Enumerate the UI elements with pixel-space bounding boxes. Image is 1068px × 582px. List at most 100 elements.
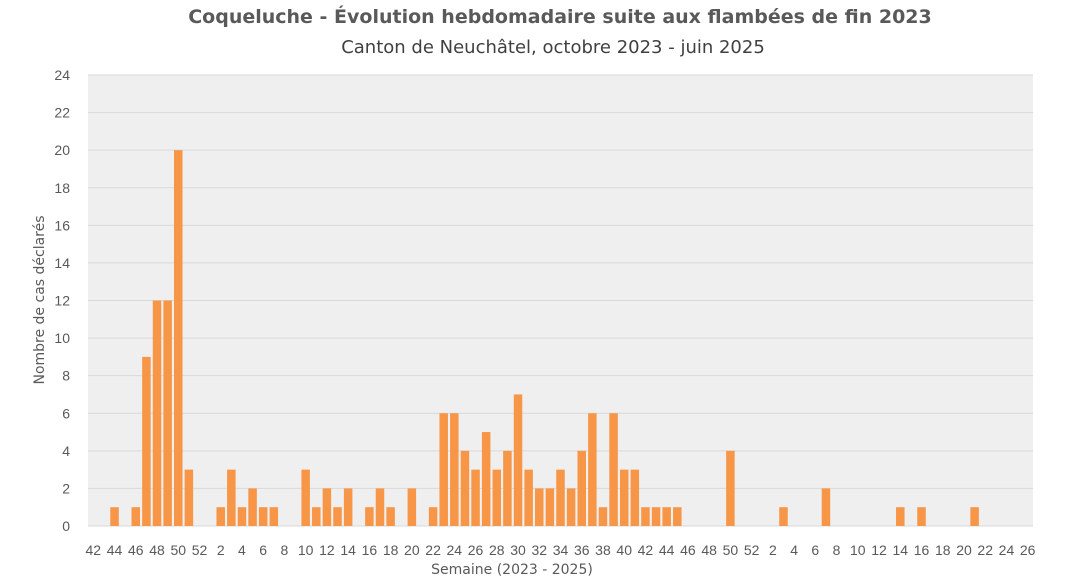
bar [917,507,926,526]
x-tick-label: 14 [892,542,908,558]
x-tick-label: 20 [404,542,420,558]
x-tick-label: 28 [489,542,505,558]
chart-title: Coqueluche - Évolution hebdomadaire suit… [188,5,932,28]
bar [556,469,565,526]
bar [598,507,608,526]
bar [333,507,342,526]
bar [821,488,831,526]
bar [535,488,544,526]
bar [227,469,236,526]
x-tick-label: 16 [362,542,378,558]
x-tick-label: 50 [170,542,186,558]
x-tick-label: 44 [107,542,123,558]
x-tick-label: 52 [192,542,208,558]
bar [110,507,119,526]
x-tick-label: 40 [616,542,632,558]
x-tick-label: 16 [914,542,930,558]
x-tick-label: 2 [769,542,777,558]
x-tick-label: 2 [217,542,225,558]
y-tick-label: 16 [54,217,70,233]
bar [343,488,353,526]
bar [258,507,268,526]
bar [609,413,618,526]
x-tick-label: 20 [956,542,972,558]
bar [481,432,491,526]
y-tick-label: 20 [54,142,70,158]
bar [375,488,385,526]
bar [301,469,310,526]
y-tick-label: 0 [62,518,70,534]
bar [439,413,448,526]
x-tick-label: 12 [319,542,335,558]
x-tick-label: 34 [553,542,569,558]
bar [641,507,650,526]
bar [365,507,374,526]
y-tick-label: 10 [54,330,70,346]
x-tick-label: 10 [298,542,314,558]
x-tick-label: 22 [977,542,993,558]
y-tick-label: 22 [54,105,70,121]
y-tick-label: 12 [54,293,70,309]
bar [269,507,279,526]
bar [428,507,438,526]
bar-series [110,150,979,526]
y-tick-label: 2 [62,480,70,496]
bar [662,507,671,526]
bar [471,469,480,526]
x-tick-label: 4 [790,542,798,558]
x-tick-label: 38 [595,542,611,558]
bar [726,450,735,526]
x-tick-label: 36 [574,542,590,558]
x-tick-label: 18 [383,542,399,558]
bar [312,507,321,526]
bar [503,450,512,526]
bar [450,413,459,526]
bar [152,300,162,526]
y-tick-label: 14 [54,255,70,271]
bar [566,488,576,526]
bar [174,150,183,526]
x-tick-label: 22 [425,542,441,558]
y-tick-label: 6 [62,405,70,421]
x-tick-label: 12 [871,542,887,558]
bar [184,469,194,526]
bar [216,507,225,526]
x-tick-label: 52 [744,542,760,558]
x-tick-label: 42 [86,542,102,558]
x-tick-label: 48 [149,542,165,558]
y-tick-label: 24 [54,67,70,83]
x-tick-label: 46 [128,542,144,558]
x-tick-label: 26 [468,542,484,558]
bar [322,488,332,526]
x-tick-label: 8 [833,542,841,558]
bar [513,394,523,526]
x-tick-label: 32 [531,542,547,558]
x-tick-label: 50 [723,542,739,558]
bar [896,507,905,526]
bar [163,300,172,526]
bar [545,488,555,526]
chart-subtitle: Canton de Neuchâtel, octobre 2023 - juin… [341,37,765,58]
bar [779,507,788,526]
bar [131,507,141,526]
bar [651,507,661,526]
x-axis-ticks: 42 44 46 48 50 52 2 4 6 8 10 12 14 16 18 20 22 24 26 28 30 32… [86,542,1036,558]
bar [673,507,682,526]
bar [619,469,629,526]
x-tick-label: 30 [510,542,526,558]
x-tick-label: 42 [638,542,654,558]
bar [577,450,586,526]
x-tick-label: 24 [999,542,1015,558]
y-tick-label: 4 [62,443,70,459]
x-axis-label: Semaine (2023 - 2025) [431,562,593,578]
x-tick-label: 18 [935,542,951,558]
x-tick-label: 6 [811,542,819,558]
bar [524,469,533,526]
x-tick-label: 4 [238,542,246,558]
x-tick-label: 24 [447,542,463,558]
bar [588,413,597,526]
bar [970,507,979,526]
bar [248,488,257,526]
